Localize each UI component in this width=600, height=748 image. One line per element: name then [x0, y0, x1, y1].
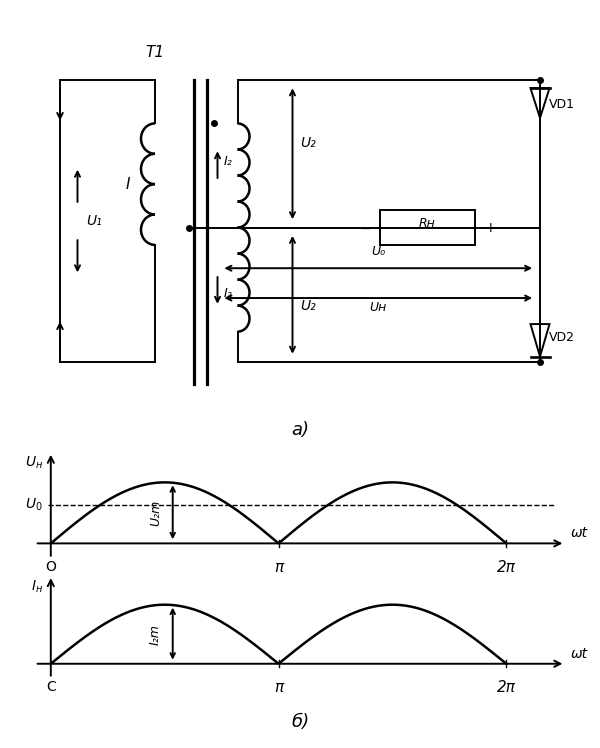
Text: ωt: ωt: [571, 527, 588, 540]
Text: $I_н$: $I_н$: [31, 578, 43, 595]
Text: Uн: Uн: [370, 301, 387, 313]
Text: I₂: I₂: [223, 286, 232, 300]
Text: U₀: U₀: [371, 245, 385, 259]
Text: π: π: [274, 560, 283, 575]
Text: ωt: ωt: [571, 647, 588, 660]
Text: 2π: 2π: [497, 680, 516, 696]
Text: U₁: U₁: [86, 214, 102, 228]
Text: 2π: 2π: [497, 560, 516, 575]
Text: π: π: [274, 680, 283, 696]
Text: VD2: VD2: [549, 331, 575, 344]
Text: б): б): [291, 713, 309, 731]
Text: Rн: Rн: [419, 217, 436, 230]
Text: O: O: [46, 560, 56, 574]
Text: I₂: I₂: [223, 156, 232, 168]
Text: $-$: $-$: [359, 221, 371, 235]
Text: C: C: [46, 680, 56, 694]
Text: I₂m: I₂m: [149, 624, 162, 645]
Text: $+$: $+$: [484, 221, 496, 235]
Text: $U_0$: $U_0$: [25, 497, 43, 512]
Text: $U_н$: $U_н$: [25, 455, 43, 471]
Text: I: I: [125, 177, 130, 191]
Text: U₂: U₂: [300, 298, 316, 313]
Text: T1: T1: [145, 46, 164, 61]
Text: U₂m: U₂m: [149, 500, 162, 526]
Text: VD1: VD1: [549, 98, 575, 111]
Text: U₂: U₂: [300, 136, 316, 150]
Text: a): a): [291, 421, 309, 439]
FancyBboxPatch shape: [380, 210, 475, 245]
